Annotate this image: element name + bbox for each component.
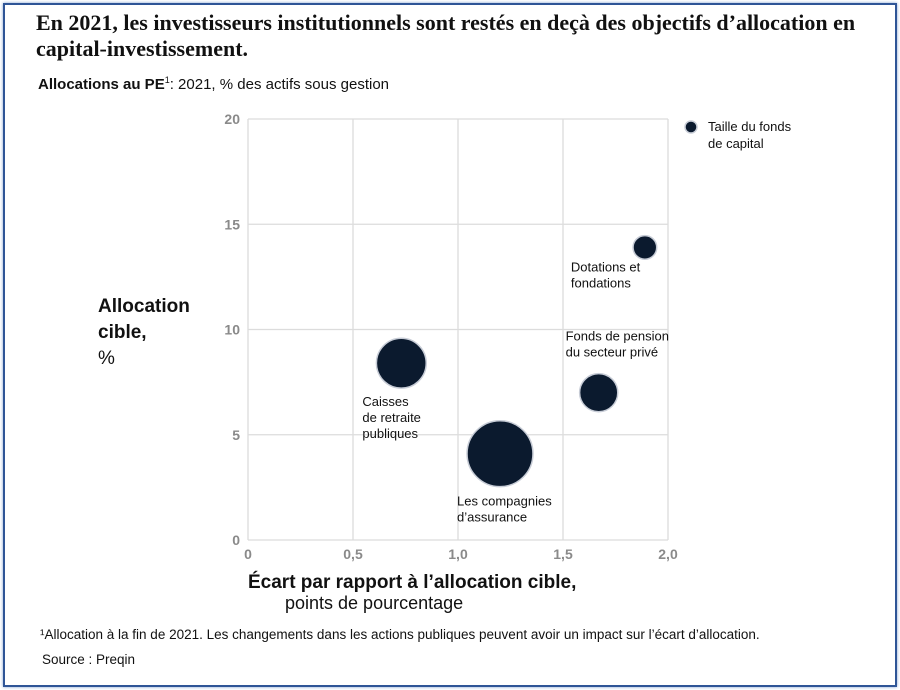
x-axis-label: Écart par rapport à l’allocation cible, … bbox=[248, 572, 577, 614]
bubble-point bbox=[632, 234, 658, 260]
bubble-point bbox=[466, 419, 534, 488]
x-tick-label: 0,5 bbox=[343, 546, 363, 562]
data-label: Dotations et bbox=[571, 259, 641, 274]
y-tick-label: 5 bbox=[232, 427, 240, 443]
data-label: d’assurance bbox=[457, 510, 527, 525]
bubble-point bbox=[375, 337, 427, 389]
y-axis-label-line-2: cible, bbox=[98, 322, 147, 343]
y-tick-label: 0 bbox=[232, 532, 240, 548]
legend-label: Taille du fonds bbox=[708, 119, 792, 134]
data-label: Les compagnies bbox=[457, 494, 552, 509]
data-label: Caisses bbox=[362, 394, 409, 409]
footnote: ¹Allocation à la fin de 2021. Les change… bbox=[40, 627, 760, 642]
source-note: Source : Preqin bbox=[42, 652, 136, 667]
legend-bubble-icon bbox=[684, 120, 698, 134]
chart-title: En 2021, les investisseurs institutionne… bbox=[36, 10, 856, 61]
data-label: fondations bbox=[571, 275, 631, 290]
y-tick-label: 15 bbox=[224, 216, 240, 232]
data-label: de retraite bbox=[362, 410, 421, 425]
chart-frame bbox=[3, 3, 897, 687]
subtitle-footnote-mark: 1 bbox=[164, 75, 170, 85]
y-axis-label: Allocation cible, % bbox=[98, 294, 190, 372]
data-label: publiques bbox=[362, 426, 418, 441]
legend-label: de capital bbox=[708, 136, 764, 151]
data-label: du secteur privé bbox=[566, 345, 659, 360]
x-tick-label: 2,0 bbox=[658, 546, 678, 562]
x-tick-label: 1,5 bbox=[553, 546, 573, 562]
chart-subtitle: Allocations au PE1: 2021, % des actifs s… bbox=[38, 75, 389, 93]
y-tick-label: 10 bbox=[224, 322, 240, 338]
y-tick-label: 20 bbox=[224, 111, 240, 127]
y-axis-label-line-1: Allocation bbox=[98, 296, 190, 317]
x-tick-label: 0 bbox=[244, 546, 252, 562]
data-label: Fonds de pension bbox=[566, 329, 669, 344]
y-axis-label-unit: % bbox=[98, 348, 115, 369]
x-axis-label-line-1: Écart par rapport à l’allocation cible, bbox=[248, 572, 577, 593]
x-tick-label: 1,0 bbox=[448, 546, 468, 562]
subtitle-rest: : 2021, % des actifs sous gestion bbox=[169, 76, 390, 93]
subtitle-bold: Allocations au PE bbox=[38, 76, 165, 93]
bubble-point bbox=[578, 372, 619, 413]
x-axis-label-line-2: points de pourcentage bbox=[285, 593, 464, 613]
